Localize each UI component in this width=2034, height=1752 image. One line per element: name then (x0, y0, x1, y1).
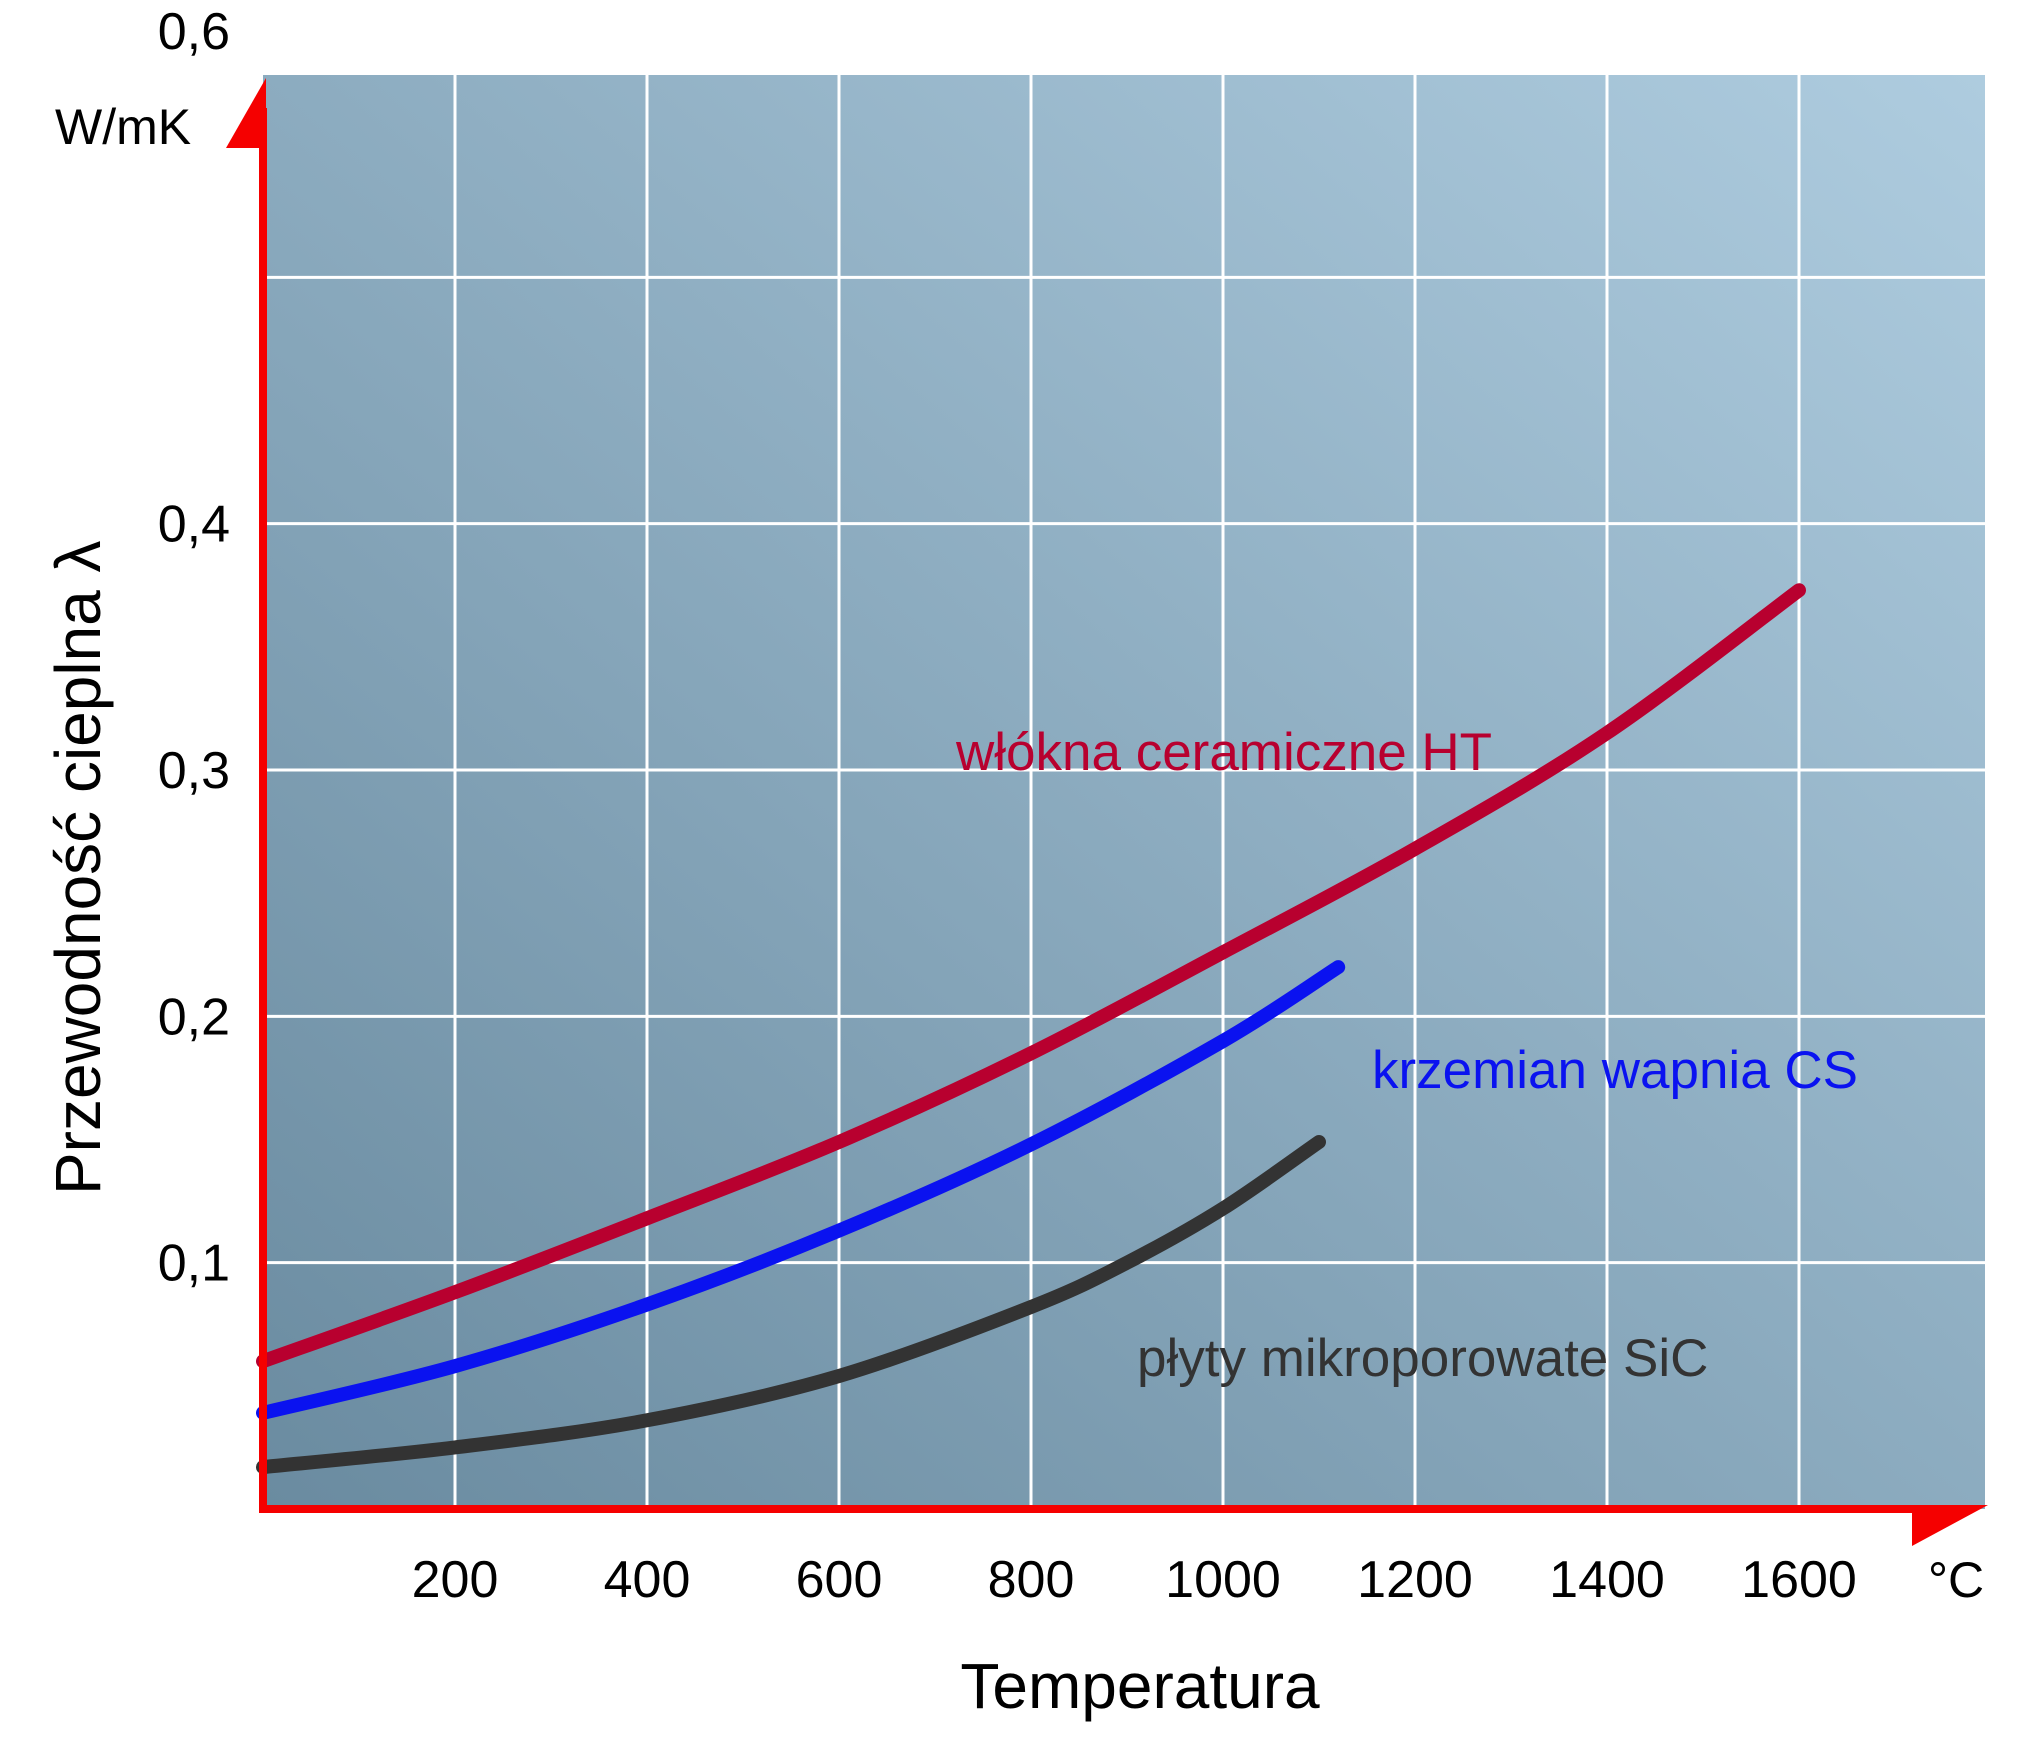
series-labels: włókna ceramiczne HT krzemian wapnia CS … (955, 723, 1858, 1388)
y-axis-title: Przewodność cieplna λ (42, 540, 114, 1195)
series-lines (256, 583, 1806, 1475)
axes (226, 78, 1988, 1546)
grid-lines (263, 29, 1985, 1509)
y-tick-label: 0,6 (158, 3, 230, 61)
y-axis-arrow (226, 78, 266, 148)
x-tick-label: 400 (604, 1551, 691, 1609)
x-tick-label: 600 (796, 1551, 883, 1609)
series-line-2 (256, 1135, 1326, 1475)
y-tick-labels: 0,1 0,2 0,3 0,4 0,6 (158, 3, 230, 1293)
y-tick-label: 0,4 (158, 496, 230, 554)
series-line-1 (256, 960, 1346, 1420)
y-tick-label: 0,3 (158, 742, 230, 800)
x-axis-arrow (1912, 1505, 1988, 1546)
y-tick-label: 0,1 (158, 1235, 230, 1293)
y-unit-label: W/mK (55, 99, 191, 155)
x-tick-label: 1400 (1549, 1551, 1665, 1609)
series-label-sic: płyty mikroporowate SiC (1137, 1329, 1708, 1388)
x-unit-label: °C (1928, 1552, 1984, 1608)
series-label-cs: krzemian wapnia CS (1372, 1041, 1858, 1100)
x-tick-label: 1600 (1741, 1551, 1857, 1609)
series-line-0 (256, 583, 1806, 1369)
series-label-ceramic: włókna ceramiczne HT (955, 723, 1492, 782)
plot-area (263, 75, 1985, 1509)
x-tick-label: 1000 (1165, 1551, 1281, 1609)
y-tick-label: 0,2 (158, 988, 230, 1046)
x-tick-label: 800 (988, 1551, 1075, 1609)
x-tick-label: 200 (412, 1551, 499, 1609)
x-tick-label: 1200 (1357, 1551, 1473, 1609)
x-tick-labels: 200 400 600 800 1000 1200 1400 1600 (412, 1551, 1857, 1609)
x-axis-title: Temperatura (960, 1650, 1320, 1722)
